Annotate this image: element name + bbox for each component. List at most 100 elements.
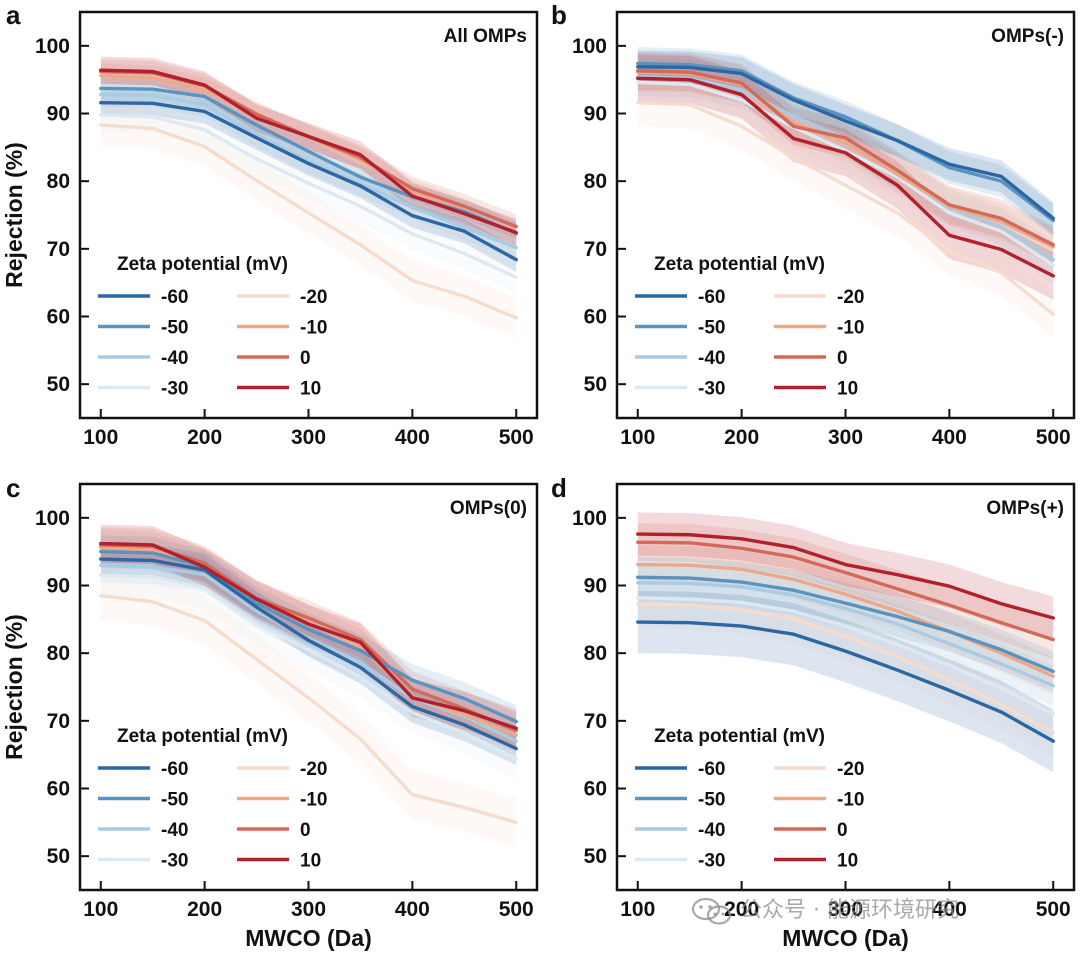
legend-label: 0 [837,348,848,369]
y-tick-label: 50 [584,373,607,396]
series-line-0 [636,540,1055,642]
watermark-text: 公众号 · 能源环境研究 [740,898,959,923]
x-tick-label: 100 [620,426,655,449]
series-line--30 [636,80,1055,267]
y-tick-label: 50 [47,373,70,396]
band--40 [637,562,1054,706]
panel-title: OMPs(0) [450,498,527,519]
panel-letter: b [551,0,567,30]
x-tick-label: 300 [291,426,326,449]
series-line--30 [99,573,518,761]
y-tick-label: 80 [584,170,607,193]
series-line--20 [636,602,1055,735]
y-tick-label: 100 [35,35,70,58]
series-line--60 [99,100,518,262]
series-line--20 [99,123,518,320]
band--10 [100,63,517,247]
legend-label: -50 [698,318,725,339]
y-tick-label: 50 [47,845,70,868]
band-0 [637,51,1054,264]
series-line--40 [636,581,1055,688]
band-10 [100,524,517,748]
series-lines [99,541,518,825]
legend-label: 10 [837,379,858,400]
band-10 [637,54,1054,300]
x-axis-title: MWCO (Da) [245,925,371,951]
series-line--30 [99,113,518,279]
x-tick-label: 300 [291,898,326,921]
y-tick-label: 60 [584,306,607,329]
legend: Zeta potential (mV) -60 -50 -40 -30 -20 -10 0 10 [635,726,864,872]
series-line--10 [99,545,518,737]
series-line--60 [636,65,1055,221]
legend-label: -20 [300,759,327,780]
watermark: 公众号 · 能源环境研究 [690,892,959,926]
band--20 [637,78,1054,339]
y-tick-label: 60 [47,306,70,329]
y-tick-label: 70 [47,710,70,733]
x-tick-label: 100 [83,426,118,449]
x-tick-label: 500 [499,426,534,449]
x-tick-label: 500 [1036,426,1071,449]
legend-label: -50 [698,790,725,811]
y-tick-label: 100 [572,507,607,530]
legend-label: -10 [300,318,327,339]
x-tick-label: 300 [828,898,863,921]
x-tick-label: 100 [620,898,655,921]
series-line--50 [636,575,1055,674]
band-0 [100,527,517,748]
legend-label: -40 [161,348,188,369]
series-line--10 [636,562,1055,678]
legend-label: -20 [837,287,864,308]
y-tick-label: 100 [35,507,70,530]
band--60 [637,590,1054,773]
band-10 [100,56,517,247]
legend-label: -30 [161,851,188,872]
legend-label: 0 [300,348,311,369]
panel-letter: a [6,0,21,30]
legend-label: -30 [698,851,725,872]
legend: Zeta potential (mV) -60 -50 -40 -30 -20 -10 0 10 [635,254,864,400]
y-axis-title: Rejection (%) [1,614,27,760]
legend-label: 10 [300,379,321,400]
legend-title: Zeta potential (mV) [117,254,288,275]
x-tick-label: 500 [499,898,534,921]
legend-label: 0 [300,820,311,841]
x-tick-label: 300 [828,426,863,449]
band-0 [637,523,1054,659]
panel-letter: d [551,473,567,503]
band--50 [637,557,1054,692]
series-line-10 [99,541,518,730]
y-tick-label: 90 [47,575,70,598]
series-line--30 [636,595,1055,716]
y-axis-title: Rejection (%) [1,142,27,288]
legend-label: 10 [837,851,858,872]
x-tick-label: 400 [395,426,430,449]
legend-label: -60 [161,287,188,308]
series-line-10 [636,532,1055,620]
legend-title: Zeta potential (mV) [654,254,825,275]
series-line-10 [99,68,518,235]
y-tick-label: 80 [47,642,70,665]
series-line-10 [636,76,1055,278]
series-line--50 [636,61,1055,223]
band--30 [100,555,517,780]
series-lines [636,61,1055,317]
series-line--60 [99,557,518,751]
y-tick-label: 80 [47,170,70,193]
y-tick-label: 90 [584,575,607,598]
legend-label: -10 [837,790,864,811]
legend: Zeta potential (mV) -60 -50 -40 -30 -20 -10 0 10 [98,254,327,400]
legend: Zeta potential (mV) -60 -50 -40 -30 -20 -10 0 10 [98,726,327,872]
x-tick-label: 200 [724,426,759,449]
x-tick-label: 400 [395,898,430,921]
legend-title: Zeta potential (mV) [654,726,825,747]
band--20 [637,579,1054,757]
series-lines [99,68,518,320]
legend-label: 10 [300,851,321,872]
series-lines [636,532,1055,743]
x-tick-label: 200 [724,898,759,921]
y-tick-label: 90 [584,103,607,126]
